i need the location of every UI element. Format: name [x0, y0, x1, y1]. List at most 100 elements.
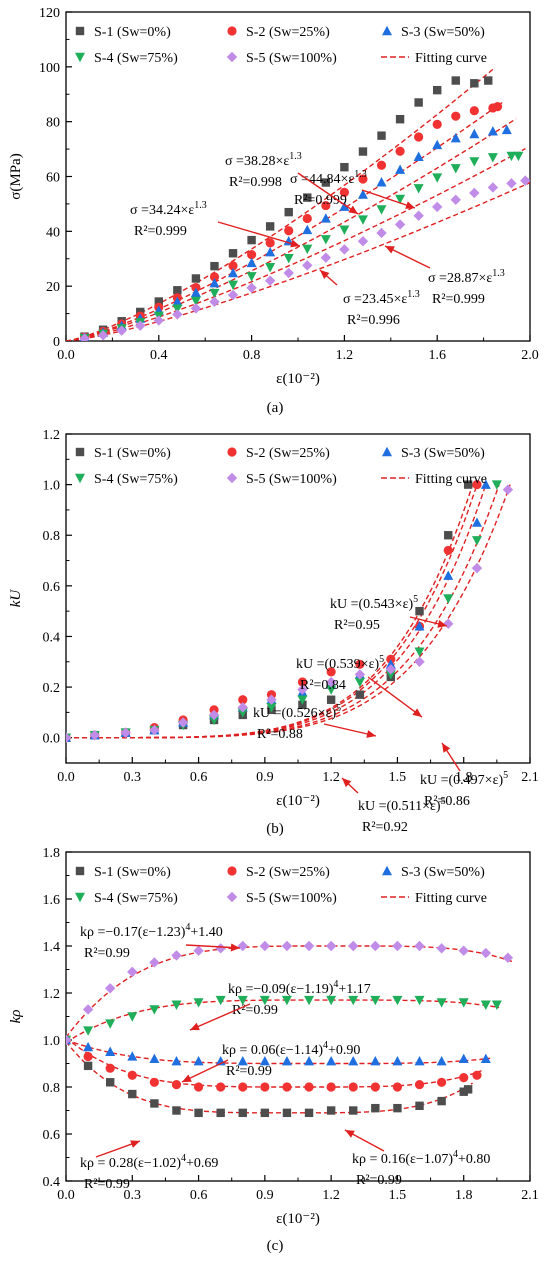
legend-item-s2: S-2 (Sw=25%): [227, 446, 330, 461]
chart-panel-2: 0.0 0.3 0.6 0.9 1.2 1.5 1.8 2.1 0.0 0.2 0.4 0.6 0.8 1…: [8, 428, 539, 837]
data-point-s1: [321, 178, 331, 187]
data-point-s2: [392, 1082, 403, 1092]
annotation-arrow-line: [361, 189, 416, 209]
equation-text-main: σ =28.87×ε: [428, 271, 492, 286]
y-axis-title: kρ: [8, 1010, 24, 1024]
legend-label: S-3 (Sw=50%): [401, 865, 485, 880]
x-tick-label: 1.5: [389, 770, 407, 785]
r-squared-text: R²=0.99: [356, 1173, 402, 1188]
annotation-arrow-head: [182, 1074, 192, 1082]
legend-marker: [382, 446, 392, 457]
data-point-s5: [237, 940, 248, 952]
data-point-s1: [216, 1108, 225, 1118]
annotation-arrow-head: [437, 619, 447, 628]
annotation-arrow-head: [345, 1130, 355, 1138]
data-point-s5: [436, 943, 447, 954]
data-point-s5: [208, 709, 220, 721]
data-point-s3: [392, 1055, 403, 1066]
annotation-arrow-head: [230, 943, 240, 952]
data-point-s3: [458, 1053, 469, 1063]
data-point-s3: [127, 1051, 138, 1061]
data-point-s4: [395, 194, 406, 205]
legend-item-s3: S-3 (Sw=50%): [382, 25, 485, 40]
legend-item-s5: S-5 (Sw=100%): [226, 472, 337, 487]
data-point-s1: [451, 76, 460, 85]
data-point-s2: [127, 1070, 137, 1080]
r-squared-text: R²=0.95: [334, 618, 380, 633]
data-point-s5: [149, 724, 160, 736]
data-point-s5: [97, 330, 109, 341]
data-point-s1: [444, 531, 453, 540]
legend-item-s2: S-2 (Sw=25%): [227, 25, 330, 40]
data-point-s5: [450, 194, 461, 206]
data-point-s3: [443, 570, 454, 580]
data-point-s2: [297, 677, 308, 687]
data-point-s5: [149, 957, 160, 968]
data-point-s2: [321, 200, 331, 211]
fit-equation-2: σ =38.28×ε1.3 R²=0.998: [225, 151, 359, 215]
legend-label: S-4 (Sw=75%): [94, 891, 178, 906]
data-point-s3: [487, 126, 498, 136]
data-point-s1: [437, 1096, 446, 1106]
data-point-s4: [228, 280, 239, 290]
data-point-s4: [392, 995, 403, 1006]
equation-text: kU =(0.539×ε)5: [296, 654, 384, 672]
x-tick-label: 1.5: [389, 1188, 407, 1203]
data-point-s1: [303, 193, 312, 202]
equation-text-sup: 4: [333, 979, 338, 990]
equation-text-sup: 5: [413, 594, 418, 605]
data-point-s2: [443, 545, 453, 556]
data-point-s3: [357, 189, 368, 199]
data-point-s3: [501, 124, 512, 135]
data-point-s4: [266, 703, 277, 713]
x-tick-label: 0.0: [57, 770, 75, 785]
data-point-s4: [193, 998, 204, 1008]
fit-equation-5: kU =(0.511×ε)5 R²=0.92: [341, 777, 446, 835]
r-squared-text: R²=0.99: [226, 1064, 272, 1079]
data-point-s5: [348, 940, 359, 952]
data-point-s5: [135, 320, 146, 331]
data-point-s3: [259, 1055, 270, 1066]
fit-equation-4: σ =28.87×ε1.3R²=0.999: [384, 245, 505, 307]
chart-panel-1: 0.0 0.4 0.8 1.2 1.6 2.0 0 20 40 60 80 100 120 ε(10⁻²)…: [8, 6, 539, 416]
legend-marker: [227, 26, 237, 36]
legend-label: S-1 (Sw=0%): [94, 446, 171, 461]
data-point-s2: [355, 659, 365, 669]
legend-label: S-2 (Sw=25%): [246, 865, 330, 880]
data-point-s1: [463, 1085, 473, 1094]
data-point-s2: [376, 160, 387, 170]
data-point-s1: [470, 79, 479, 88]
data-point-s3: [171, 1055, 182, 1066]
y-tick-label: 120: [39, 6, 60, 21]
data-point-s1: [358, 147, 368, 156]
y-tick-label: 0.0: [43, 732, 61, 747]
data-point-s3: [209, 277, 220, 288]
data-point-s3: [237, 1055, 248, 1066]
fit-curve-s4: [66, 999, 500, 1044]
data-point-s5: [320, 252, 332, 263]
data-point-s5: [120, 727, 131, 738]
legend-item-s4: S-4 (Sw=75%): [75, 51, 178, 66]
data-point-s5: [177, 717, 189, 728]
data-point-s4: [357, 215, 368, 225]
x-axis-title: ε(10⁻²): [276, 371, 320, 387]
equation-text: kρ =−0.17(ε−1.23)4+1.40: [80, 922, 223, 940]
data-point-s5: [264, 275, 276, 286]
data-point-s1: [173, 286, 182, 295]
data-point-s5: [215, 943, 226, 954]
equation-text-main: kρ = 0.28(ε−1.02): [80, 1156, 181, 1171]
equation-text: kρ = 0.16(ε−1.07)4+0.80: [352, 1149, 490, 1167]
data-point-s5: [153, 315, 164, 326]
fit-curve-s4: [66, 147, 526, 341]
equation-text-main: σ =23.45×ε: [343, 292, 407, 307]
data-point-s5: [339, 244, 350, 255]
r-squared-text: R²=0.99: [84, 1177, 130, 1192]
data-point-s2: [149, 1077, 159, 1087]
annotation-arrow-head: [366, 730, 376, 738]
legend-marker: [226, 51, 238, 63]
fit-equation-4: kU =(0.497×ε)5R²=0.86: [420, 742, 508, 809]
data-point-s2: [238, 695, 248, 705]
data-point-s5: [66, 732, 72, 743]
data-point-s4: [209, 715, 220, 726]
data-point-s5: [116, 325, 127, 336]
